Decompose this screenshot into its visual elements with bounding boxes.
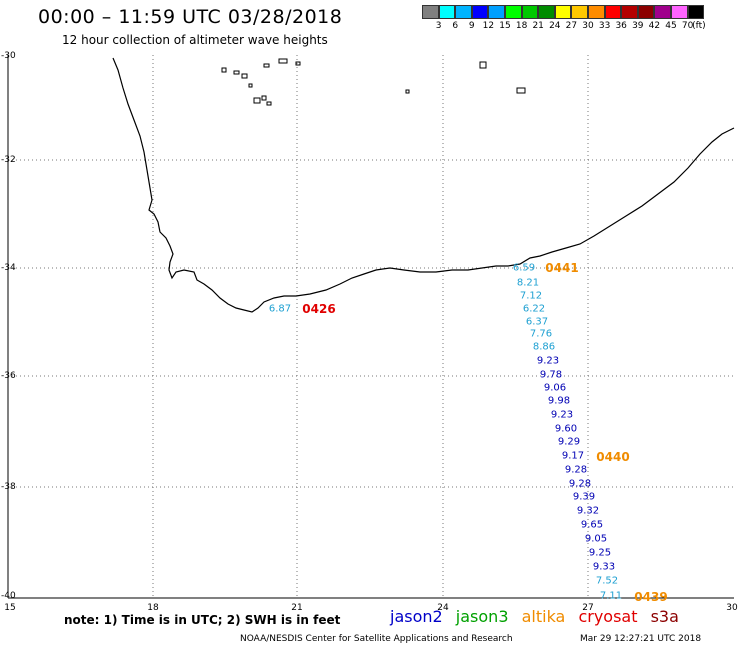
swh-value: 6.22 (522, 303, 546, 315)
islands (221, 58, 526, 106)
colorbar-label: 27 (565, 21, 578, 31)
swh-value: 9.29 (557, 436, 581, 448)
lat-label: -32 (1, 155, 16, 165)
colorbar-swatch (687, 5, 705, 19)
lat-label: -40 (1, 591, 16, 601)
lon-label: 18 (147, 603, 159, 613)
pass-id: 0439 (634, 590, 668, 604)
colorbar-label: 15 (499, 21, 511, 31)
colorbar-swatch (654, 5, 671, 19)
lon-label: 27 (582, 603, 594, 613)
legend-altika: altika (521, 607, 566, 626)
colorbar-label: 18 (515, 21, 528, 31)
colorbar-swatch (571, 5, 588, 19)
timestamp: Mar 29 12:27:21 UTC 2018 (580, 634, 702, 644)
swh-value: 8.86 (532, 341, 556, 353)
swh-value: 9.33 (592, 561, 616, 573)
swh-value: 7.76 (529, 328, 553, 340)
swh-value: 9.17 (561, 450, 585, 462)
swh-value: 9.28 (568, 478, 592, 490)
colorbar-label: 6 (452, 21, 459, 31)
swh-value: 9.39 (572, 491, 596, 503)
lat-label: -30 (1, 51, 16, 61)
swh-value: 7.52 (595, 575, 619, 587)
colorbar-label: 70 (681, 21, 694, 31)
colorbar-label: 39 (632, 21, 644, 31)
colorbar-label: 36 (615, 21, 627, 31)
colorbar-swatch (587, 5, 605, 19)
colorbar-swatch (554, 5, 572, 19)
swh-value: 6.87 (268, 303, 292, 315)
map-title: 00:00 – 11:59 UTC 03/28/2018 (38, 6, 343, 28)
colorbar-swatch (422, 5, 439, 19)
swh-value: 6.37 (525, 316, 549, 328)
colorbar-label: 21 (532, 21, 544, 31)
colorbar-label: 33 (598, 21, 611, 31)
colorbar-swatch (471, 5, 489, 19)
colorbar-swatch (504, 5, 522, 19)
colorbar-swatch (521, 5, 539, 19)
lat-lon-grid (8, 55, 734, 598)
colorbar-swatch (604, 5, 622, 19)
lon-label: 21 (291, 603, 303, 613)
swh-value: 9.23 (536, 355, 560, 367)
pass-id: 0441 (545, 261, 579, 275)
swh-value: 9.60 (554, 423, 578, 435)
colorbar-label: 24 (549, 21, 561, 31)
colorbar-swatch (621, 5, 638, 19)
colorbar-swatch (670, 5, 688, 19)
swh-value: 6.59 (512, 262, 536, 274)
colorbar-label: 3 (435, 21, 442, 31)
swh-value: 9.65 (580, 519, 604, 531)
lon-label: 15 (4, 603, 16, 613)
lon-label: 24 (437, 603, 449, 613)
legend-s3a: s3a (650, 607, 679, 626)
legend-jason2: jason2 (390, 607, 443, 626)
swh-value: 9.23 (550, 409, 574, 421)
lat-label: -38 (1, 482, 16, 492)
swh-value: 8.21 (516, 277, 540, 289)
swh-value: 7.11 (599, 590, 623, 602)
colorbar-label: 45 (665, 21, 677, 31)
colorbar-label: 12 (482, 21, 495, 31)
legend-cryosat: cryosat (578, 607, 638, 626)
colorbar-label: 42 (648, 21, 661, 31)
lat-label: -34 (1, 263, 16, 273)
colorbar-swatch (488, 5, 505, 19)
colorbar-swatch (438, 5, 456, 19)
swh-value: 9.32 (576, 505, 600, 517)
legend-jason3: jason3 (455, 607, 509, 626)
swh-value: 9.05 (584, 533, 608, 545)
swh-value: 9.98 (547, 395, 571, 407)
pass-id: 0440 (596, 450, 630, 464)
swh-value: 9.78 (539, 369, 563, 381)
colorbar-label: 30 (582, 21, 594, 31)
pass-id: 0426 (302, 302, 336, 316)
colorbar-swatch (637, 5, 655, 19)
south-africa-coastline (112, 57, 735, 313)
satellite-legend: jason2 jason3 altika cryosat s3a (390, 607, 687, 626)
colorbar-label: (ft) (692, 21, 706, 31)
swh-value: 9.06 (543, 382, 567, 394)
map-subtitle: 12 hour collection of altimeter wave hei… (62, 33, 328, 47)
units-note: note: 1) Time is in UTC; 2) SWH is in fe… (64, 613, 341, 627)
swh-value: 9.28 (564, 464, 588, 476)
wave-height-colorbar (422, 5, 705, 19)
lon-label: 30 (726, 603, 738, 613)
colorbar-swatch (455, 5, 472, 19)
colorbar-swatch (538, 5, 555, 19)
swh-value: 9.25 (588, 547, 612, 559)
lat-label: -36 (1, 371, 16, 381)
colorbar-label: 9 (468, 21, 475, 31)
credit-text: NOAA/NESDIS Center for Satellite Applica… (240, 634, 513, 644)
swh-value: 7.12 (519, 290, 543, 302)
